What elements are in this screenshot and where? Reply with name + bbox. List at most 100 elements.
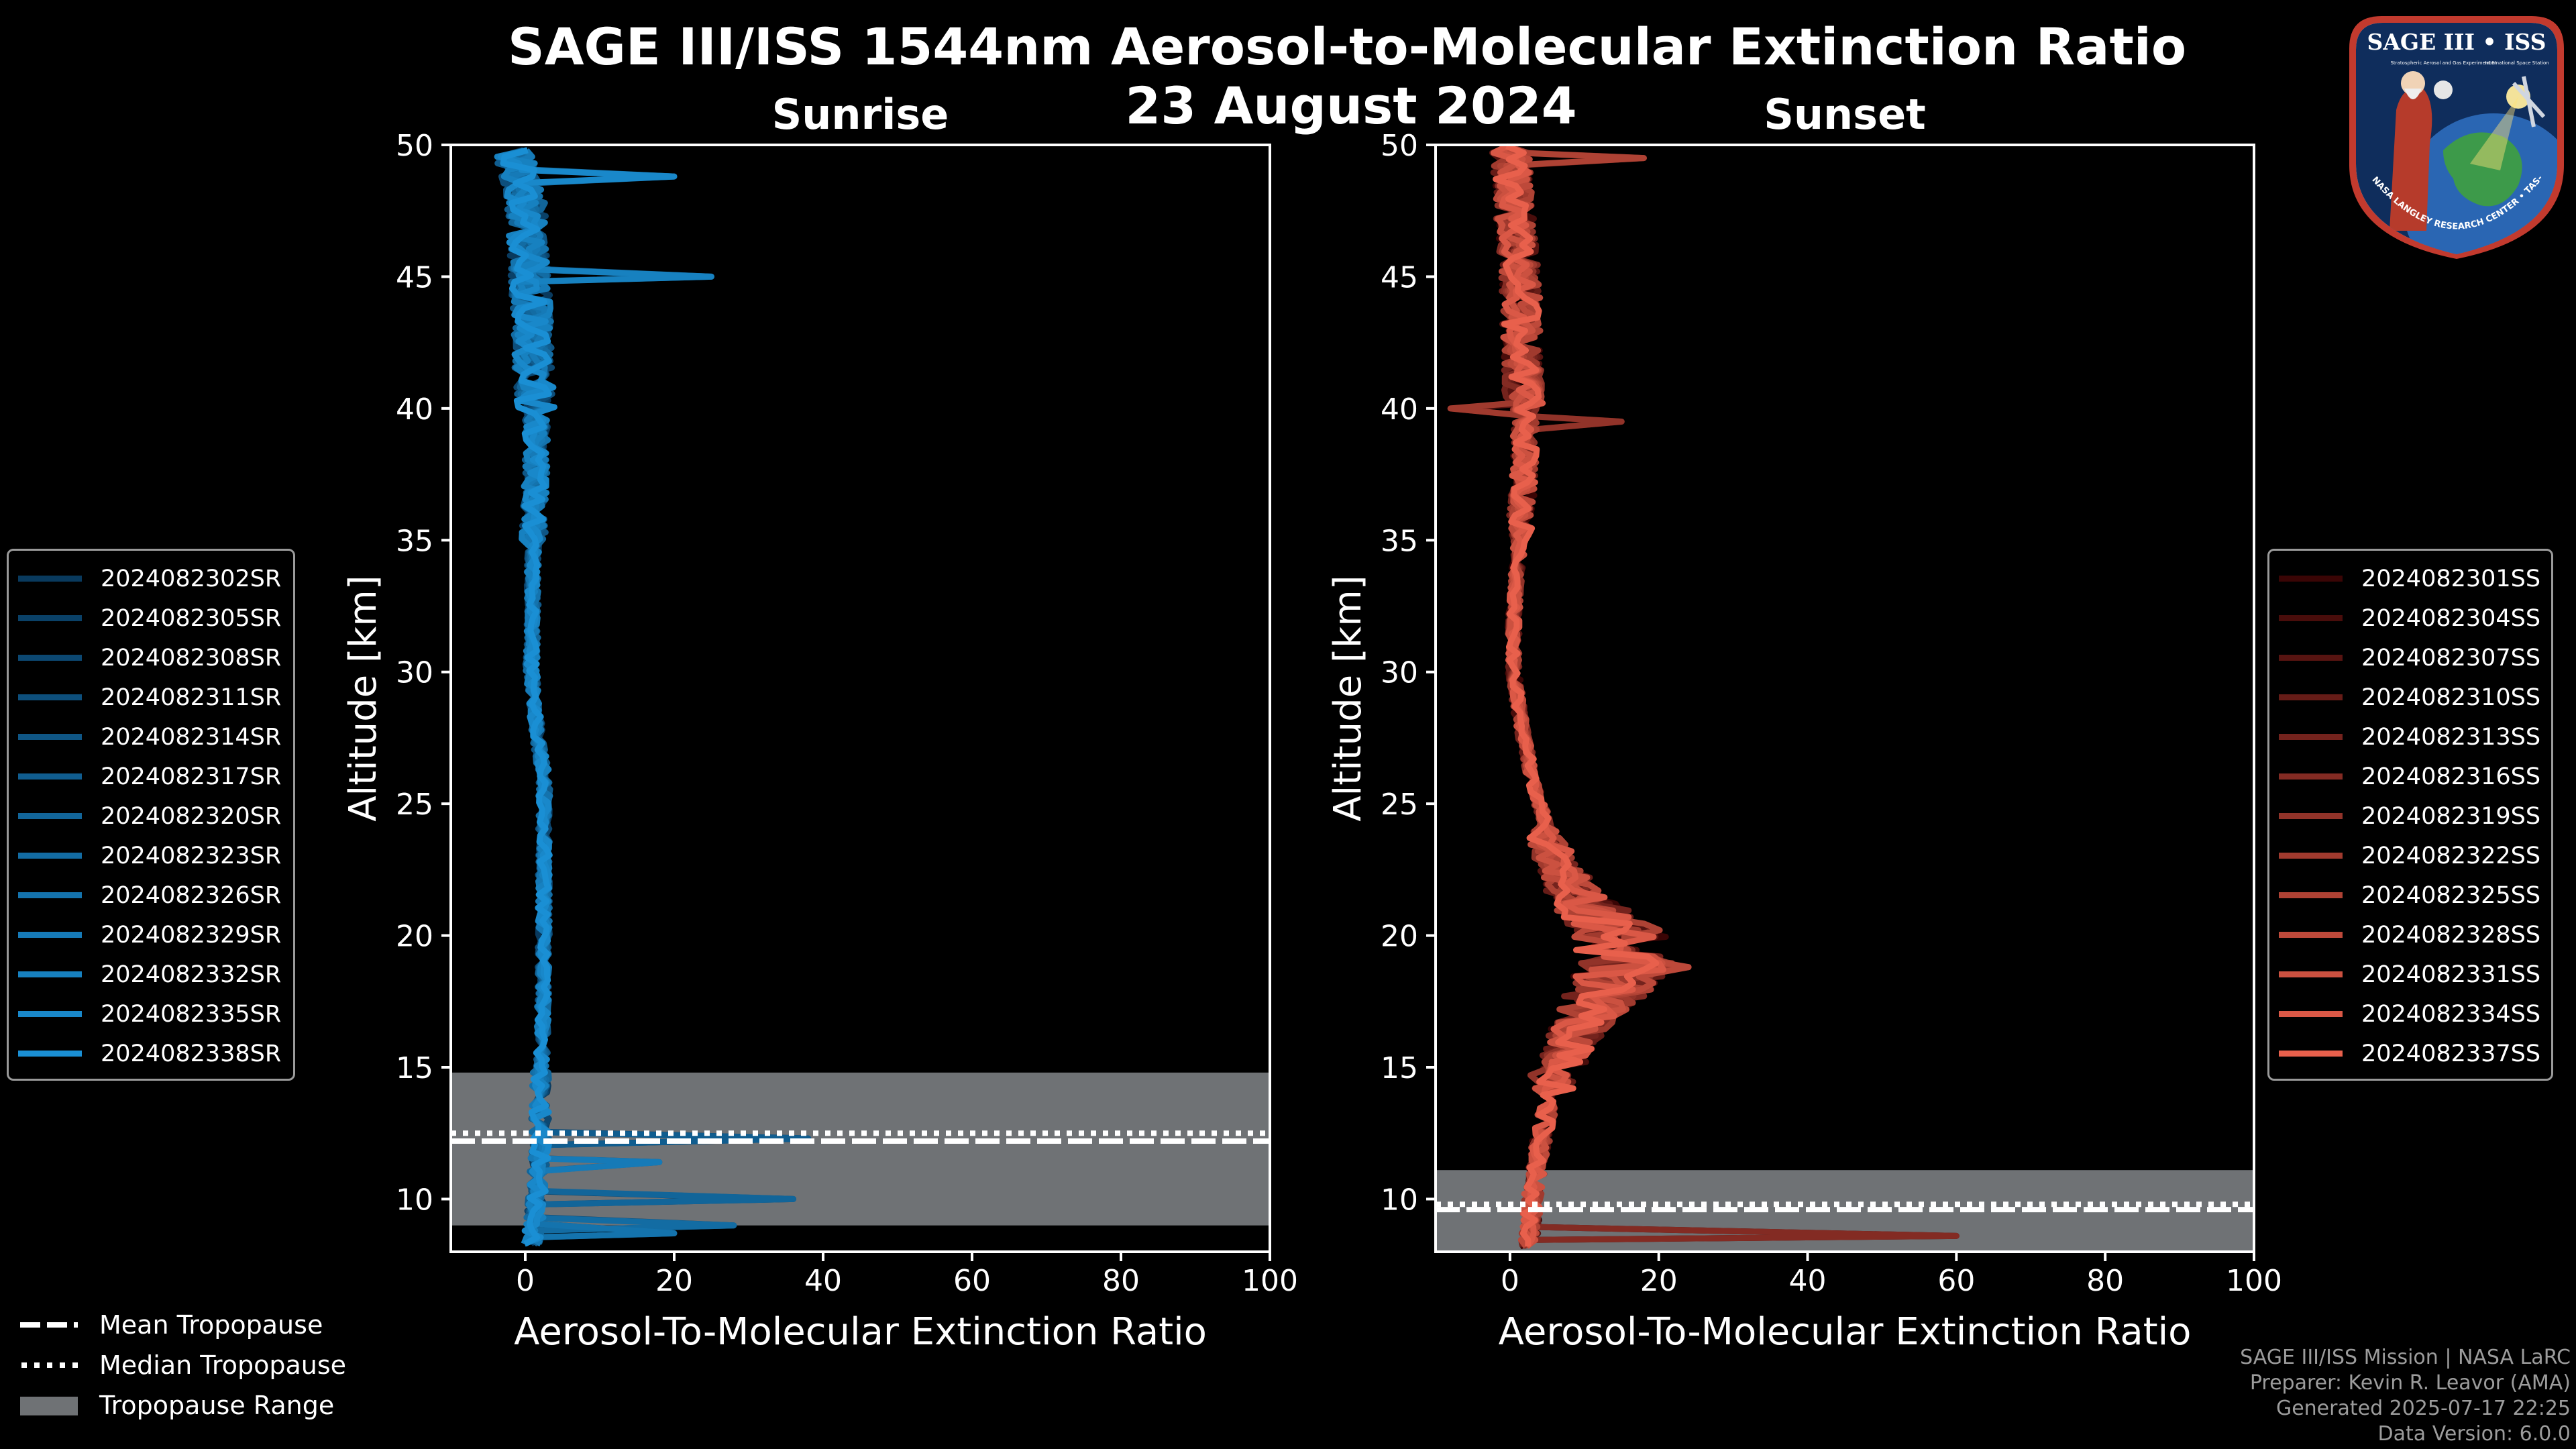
y-tick-label: 15 xyxy=(1381,1051,1418,1085)
x-tick-label: 100 xyxy=(2226,1264,2282,1298)
legend-swatch xyxy=(18,615,82,621)
legend-entry-2024082307SS: 2024082307SS xyxy=(2279,638,2542,678)
legend-swatch xyxy=(2279,694,2343,700)
legend-mean-label: Mean Tropopause xyxy=(99,1310,323,1340)
y-tick-label: 45 xyxy=(396,260,433,294)
y-tick-label: 30 xyxy=(1381,656,1418,690)
y-tick-label: 50 xyxy=(396,129,433,163)
legend-swatch xyxy=(2279,1011,2343,1017)
legend-entry-2024082332SR: 2024082332SR xyxy=(18,955,284,994)
sunset-legend: 2024082301SS 2024082304SS 2024082307SS 2024… xyxy=(2267,549,2553,1081)
legend-swatch xyxy=(18,576,82,582)
tropopause-legend: Mean Tropopause Median Tropopause Tropop… xyxy=(19,1305,346,1426)
x-tick-label: 80 xyxy=(2086,1264,2124,1298)
legend-swatch xyxy=(18,971,82,977)
figure-date: 23 August 2024 xyxy=(1125,76,1576,136)
legend-swatch xyxy=(18,694,82,700)
y-tick-label: 30 xyxy=(396,656,433,690)
series-line-2024082337SS xyxy=(1493,143,1660,1247)
sage-iii-iss-mission-badge-icon: SAGE III • ISS Stratospheric Aerosol and… xyxy=(2343,9,2564,259)
legend-mean-tropopause: Mean Tropopause xyxy=(19,1305,346,1345)
legend-entry-2024082323SR: 2024082323SR xyxy=(18,836,284,875)
x-tick-label: 80 xyxy=(1102,1264,1140,1298)
x-tick-label: 100 xyxy=(1242,1264,1298,1298)
legend-label: 2024082332SR xyxy=(101,961,282,988)
legend-label: 2024082319SS xyxy=(2361,802,2541,830)
legend-swatch xyxy=(2279,971,2343,977)
legend-swatch xyxy=(2279,853,2343,859)
y-tick-label: 20 xyxy=(396,920,433,954)
legend-entry-2024082329SR: 2024082329SR xyxy=(18,915,284,955)
legend-label: 2024082305SR xyxy=(101,604,282,632)
legend-swatch xyxy=(2279,1051,2343,1057)
badge-title: SAGE III • ISS xyxy=(2367,29,2546,55)
x-tick-label: 60 xyxy=(953,1264,991,1298)
legend-swatch xyxy=(18,655,82,661)
legend-swatch xyxy=(18,932,82,938)
legend-swatch xyxy=(18,1051,82,1057)
legend-label: 2024082334SS xyxy=(2361,1000,2541,1028)
legend-entry-2024082335SR: 2024082335SR xyxy=(18,994,284,1034)
sunrise-panel-title: Sunrise xyxy=(772,90,949,139)
legend-label: 2024082326SR xyxy=(101,881,282,909)
legend-entry-2024082326SR: 2024082326SR xyxy=(18,875,284,915)
series-line-2024082334SS xyxy=(1490,143,1666,1248)
credits-mission: SAGE III/ISS Mission | NASA LaRC xyxy=(2240,1346,2571,1369)
sunrise-ticks: 0 20 40 60 80 100 10 15 20 25 30 35 40 45 50 xyxy=(396,129,1298,1298)
legend-entry-2024082328SS: 2024082328SS xyxy=(2279,915,2542,955)
legend-label: 2024082304SS xyxy=(2361,604,2541,632)
x-tick-label: 20 xyxy=(1640,1264,1678,1298)
legend-label: 2024082317SR xyxy=(101,763,282,790)
sunrise-axes-frame xyxy=(449,144,1271,1253)
legend-tropopause-range: Tropopause Range xyxy=(19,1385,346,1426)
sunset-panel: 0 20 40 60 80 100 10 15 20 25 30 35 40 45 50 Sunset Ae… xyxy=(1326,90,2282,1354)
x-tick-label: 40 xyxy=(1789,1264,1827,1298)
legend-entry-2024082322SS: 2024082322SS xyxy=(2279,836,2542,875)
legend-label: 2024082308SR xyxy=(101,644,282,672)
y-tick-label: 10 xyxy=(396,1183,433,1217)
y-tick-label: 40 xyxy=(1381,392,1418,427)
legend-entry-2024082311SR: 2024082311SR xyxy=(18,678,284,717)
legend-label: 2024082322SS xyxy=(2361,842,2541,869)
legend-label: 2024082335SR xyxy=(101,1000,282,1028)
sunset-x-axis-label: Aerosol-To-Molecular Extinction Ratio xyxy=(1499,1310,2192,1354)
y-tick-label: 50 xyxy=(1381,129,1418,163)
legend-swatch xyxy=(2279,655,2343,661)
sunset-panel-title: Sunset xyxy=(1764,90,1926,139)
legend-entry-2024082334SS: 2024082334SS xyxy=(2279,994,2542,1034)
legend-label: 2024082316SS xyxy=(2361,763,2541,790)
legend-entry-2024082316SS: 2024082316SS xyxy=(2279,757,2542,796)
sunset-axes-frame xyxy=(1434,144,2255,1253)
legend-entry-2024082337SS: 2024082337SS xyxy=(2279,1034,2542,1073)
y-tick-label: 10 xyxy=(1381,1183,1418,1217)
legend-label: 2024082323SR xyxy=(101,842,282,869)
legend-swatch xyxy=(18,734,82,740)
legend-label: 2024082313SS xyxy=(2361,723,2541,751)
sunset-ticks: 0 20 40 60 80 100 10 15 20 25 30 35 40 45 50 xyxy=(1381,129,2282,1298)
legend-label: 2024082307SS xyxy=(2361,644,2541,672)
y-tick-label: 45 xyxy=(1381,260,1418,294)
sunrise-x-axis-label: Aerosol-To-Molecular Extinction Ratio xyxy=(514,1310,1207,1354)
legend-swatch xyxy=(18,853,82,859)
series-line-2024082328SS xyxy=(1493,145,1692,1248)
legend-label: 2024082337SS xyxy=(2361,1040,2541,1067)
legend-range-label: Tropopause Range xyxy=(99,1391,335,1420)
legend-label: 2024082320SR xyxy=(101,802,282,830)
legend-entry-2024082325SS: 2024082325SS xyxy=(2279,875,2542,915)
legend-label: 2024082329SR xyxy=(101,921,282,949)
legend-entry-2024082320SR: 2024082320SR xyxy=(18,796,284,836)
legend-median-label: Median Tropopause xyxy=(99,1350,346,1380)
x-tick-label: 0 xyxy=(1501,1264,1519,1298)
y-tick-label: 20 xyxy=(1381,920,1418,954)
legend-label: 2024082301SS xyxy=(2361,565,2541,592)
sunrise-panel: 0 20 40 60 80 100 10 15 20 25 30 35 40 45 50 Sunrise A… xyxy=(341,90,1298,1354)
legend-label: 2024082302SR xyxy=(101,565,282,592)
legend-entry-2024082308SR: 2024082308SR xyxy=(18,638,284,678)
sunset-y-axis-label: Altitude [km] xyxy=(1326,575,1370,821)
tropopause-range-band xyxy=(451,1072,1270,1226)
x-tick-label: 40 xyxy=(804,1264,842,1298)
dotted-line-icon xyxy=(21,1362,78,1368)
credits-version: Data Version: 6.0.0 xyxy=(2377,1422,2571,1446)
legend-entry-2024082331SS: 2024082331SS xyxy=(2279,955,2542,994)
credits-preparer: Preparer: Kevin R. Leavor (AMA) xyxy=(2249,1371,2571,1395)
